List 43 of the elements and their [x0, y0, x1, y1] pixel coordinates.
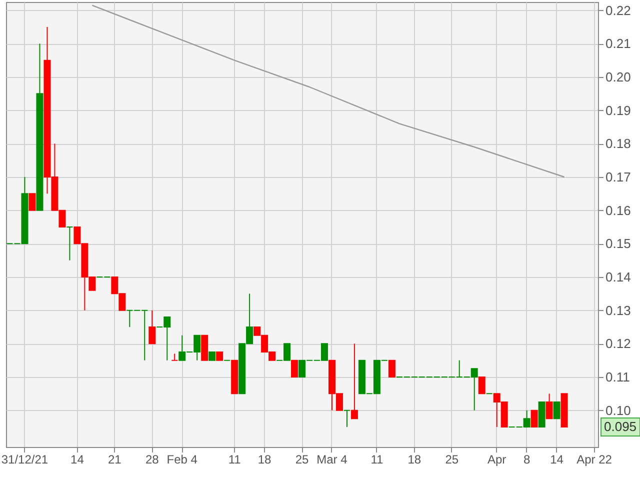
candlestick: [343, 410, 350, 428]
y-tick-label: 0.11: [606, 370, 630, 384]
candlestick: [478, 376, 486, 394]
y-tick-label: 0.20: [606, 70, 631, 84]
y-tick-label: 0.19: [606, 102, 631, 118]
x-tick-label: 11: [370, 452, 384, 466]
x-tick-label: 31/12/21: [1, 452, 48, 466]
y-tick-label: 0.12: [606, 336, 631, 352]
x-tick-label: 28: [145, 452, 160, 466]
x-tick-label: 14: [550, 452, 564, 466]
candlestick: [553, 402, 560, 420]
y-tick-label: 0.17: [606, 170, 631, 184]
y-tick-label: 0.13: [606, 302, 631, 318]
x-tick-label: 18: [408, 452, 422, 466]
x-tick-label: 25: [445, 452, 459, 466]
candlestick: [171, 353, 178, 361]
y-tick-label: 0.16: [606, 202, 631, 218]
candlestick: [66, 226, 74, 261]
y-tick-label: 0.15: [606, 236, 631, 252]
candlestick: [388, 360, 396, 378]
x-tick-label: 18: [258, 452, 272, 466]
y-tick-label: 0.14: [606, 270, 631, 284]
y-tick-label: 0.21: [606, 36, 631, 52]
x-tick-label: Mar 4: [316, 452, 348, 466]
candlestick: [546, 393, 553, 420]
text: 0.095: [604, 419, 637, 434]
y-tick-label: 0.22: [606, 2, 631, 18]
x-tick-label: 14: [70, 452, 84, 466]
x-tick-label: 21: [108, 452, 122, 466]
x-tick-label: 8: [523, 452, 530, 466]
candlestick: [530, 410, 538, 428]
candlestick: [28, 193, 36, 211]
candlestick: [350, 343, 358, 420]
candlestick: [148, 310, 156, 344]
candlestick: [291, 360, 298, 378]
x-tick-label: 25: [295, 452, 309, 466]
line-series: [92, 4, 565, 178]
x-tick-label: Feb 4: [166, 452, 198, 466]
y-tick-label: 0.10: [606, 402, 631, 418]
x-tick-label: Apr: [487, 452, 506, 466]
x-tick-label: 11: [228, 452, 242, 466]
y-tick-label: 0.18: [606, 136, 631, 152]
x-tick-label: Apr 22: [576, 452, 612, 466]
